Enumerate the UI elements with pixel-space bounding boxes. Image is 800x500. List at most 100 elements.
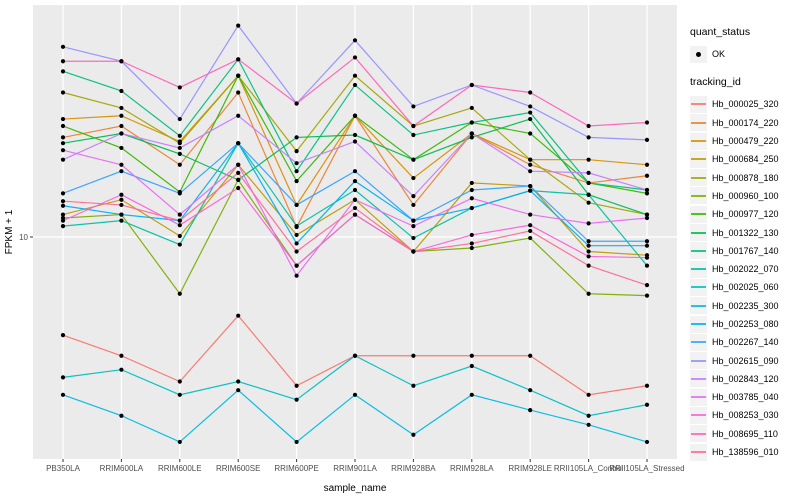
legend-item-label: Hb_002235_300 — [712, 300, 779, 311]
legend-item-label: Hb_002615_090 — [712, 355, 779, 366]
data-point — [236, 90, 241, 95]
x-axis-title: sample_name — [324, 483, 387, 494]
data-point — [294, 232, 299, 238]
legend-item: Hb_000479_220 — [690, 132, 798, 150]
legend-item-label: Hb_001767_140 — [712, 245, 779, 256]
legend-title-quant-status: quant_status — [690, 26, 751, 38]
x-tick-label: RRIM600SE — [216, 464, 260, 473]
data-point — [60, 69, 66, 74]
line-swatch-icon — [691, 341, 706, 344]
legend-key-line — [690, 169, 707, 187]
legend-item-label: Hb_138596_010 — [712, 447, 779, 458]
data-point — [236, 162, 241, 167]
data-point — [469, 363, 474, 369]
data-point — [352, 178, 358, 184]
data-point — [60, 44, 66, 49]
data-point — [469, 187, 474, 193]
legend-item: Hb_000025_320 — [690, 95, 798, 113]
data-point — [352, 353, 358, 358]
data-point — [119, 413, 124, 418]
data-point — [60, 116, 66, 122]
legend-key-line — [690, 333, 707, 351]
data-point — [586, 243, 591, 248]
legend-item-label: Hb_000878_180 — [712, 172, 779, 183]
legend-item: Hb_000174_220 — [690, 114, 798, 132]
data-point — [119, 113, 124, 118]
data-point — [469, 105, 474, 111]
data-point — [528, 407, 533, 413]
data-point — [177, 379, 182, 384]
data-point — [236, 113, 241, 118]
data-point — [119, 131, 124, 136]
data-point — [411, 353, 416, 358]
line-swatch-icon — [691, 231, 706, 234]
data-point — [411, 432, 416, 437]
legend-key-line — [690, 297, 707, 315]
data-point — [528, 188, 533, 193]
data-point — [586, 422, 591, 427]
legend-item-label: Hb_000960_100 — [712, 190, 779, 201]
line-swatch-icon — [691, 103, 706, 106]
legend-gap — [690, 63, 798, 76]
data-point — [411, 132, 416, 138]
legend-key-line — [690, 370, 707, 388]
data-point — [644, 243, 650, 248]
data-point — [177, 242, 182, 247]
x-tick-label: RRIM928LE — [508, 464, 552, 473]
data-point — [294, 135, 299, 140]
data-point — [644, 173, 650, 178]
data-point — [352, 132, 358, 138]
data-point — [177, 85, 182, 90]
line-swatch-icon — [691, 121, 706, 124]
data-point — [60, 333, 66, 338]
x-tick-label: RRIM928BA — [391, 464, 436, 473]
data-point — [352, 113, 358, 118]
x-tick-label: RRII105LA_Stressed — [609, 464, 684, 473]
data-point — [644, 439, 650, 445]
data-point — [469, 241, 474, 246]
data-point — [60, 203, 66, 208]
data-point — [469, 245, 474, 251]
data-point — [644, 215, 650, 221]
data-point — [469, 196, 474, 201]
data-point — [644, 255, 650, 260]
data-point — [352, 38, 358, 43]
line-swatch-icon — [691, 323, 706, 325]
legend-item-ok: OK — [690, 45, 798, 63]
legend-item: Hb_008695_110 — [690, 425, 798, 443]
data-point — [644, 402, 650, 407]
data-point — [528, 353, 533, 358]
data-point — [119, 59, 124, 64]
legend-item: Hb_138596_010 — [690, 443, 798, 461]
data-point — [177, 162, 182, 167]
data-point — [119, 367, 124, 372]
legend-key-line — [690, 187, 707, 205]
legend-item-label: Hb_000977_120 — [712, 209, 779, 220]
data-point — [411, 157, 416, 162]
data-point — [236, 185, 241, 191]
line-swatch-icon — [691, 268, 706, 271]
data-point — [294, 178, 299, 184]
legend-item: Hb_002843_120 — [690, 370, 798, 388]
line-swatch-icon — [691, 286, 706, 289]
data-point — [177, 116, 182, 122]
data-point — [236, 313, 241, 318]
legend-key-line — [690, 315, 707, 333]
data-point — [528, 223, 533, 228]
data-point — [586, 254, 591, 259]
data-point — [528, 183, 533, 189]
data-point — [352, 73, 358, 78]
data-point — [586, 157, 591, 162]
line-swatch-icon — [691, 140, 706, 143]
data-point — [469, 205, 474, 211]
data-point — [352, 169, 358, 174]
data-point — [294, 263, 299, 268]
legend-key-line — [690, 425, 707, 443]
data-point — [119, 105, 124, 111]
data-point — [60, 141, 66, 146]
gridlines — [33, 5, 677, 459]
data-point — [60, 191, 66, 196]
data-point — [352, 392, 358, 397]
line-swatch-icon — [691, 304, 706, 307]
